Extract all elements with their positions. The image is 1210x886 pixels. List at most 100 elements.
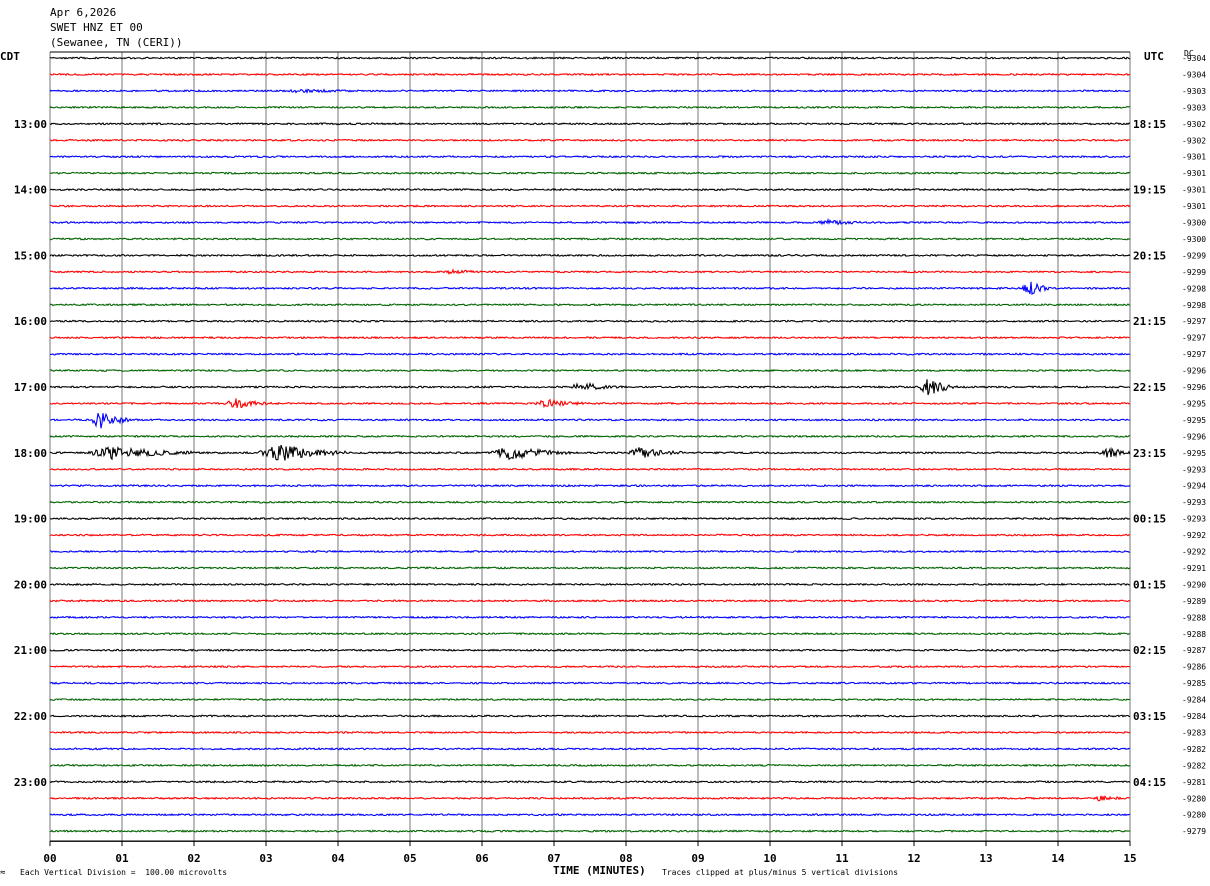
trace-line xyxy=(49,763,1131,768)
trace-line xyxy=(49,599,1130,603)
trace-line xyxy=(49,467,1131,471)
trace-line xyxy=(49,268,1131,275)
trace-line xyxy=(50,368,1131,373)
trace-line xyxy=(49,281,1130,296)
trace-line xyxy=(49,632,1131,636)
right-hour-label: 23:15 xyxy=(1133,447,1166,460)
trace-line xyxy=(49,72,1131,77)
trace-line xyxy=(49,697,1131,702)
right-hour-label: 19:15 xyxy=(1133,184,1166,197)
left-hour-label: 19:00 xyxy=(14,513,47,526)
dc-offset-label: -9295 xyxy=(1182,399,1206,408)
x-tick-label: 10 xyxy=(763,852,776,865)
trace-line xyxy=(49,664,1131,669)
dc-offset-label: -9303 xyxy=(1182,103,1206,112)
trace-line xyxy=(49,88,1130,95)
dc-offset-label: -9279 xyxy=(1182,827,1206,836)
trace-line xyxy=(49,780,1131,784)
right-hour-label: 04:15 xyxy=(1133,776,1166,789)
dc-offset-label: -9285 xyxy=(1182,679,1206,688)
left-timezone-label: CDT xyxy=(0,50,20,63)
dc-offset-label: -9295 xyxy=(1182,449,1206,458)
trace-line xyxy=(49,122,1131,126)
dc-offset-label: -9300 xyxy=(1182,235,1206,244)
dc-offset-label: -9286 xyxy=(1182,663,1206,672)
trace-line xyxy=(49,379,1131,396)
dc-offset-label: -9297 xyxy=(1182,334,1206,343)
dc-offset-label: -9288 xyxy=(1182,613,1206,622)
dc-offset-label: -9296 xyxy=(1182,367,1206,376)
dc-offset-label: -9299 xyxy=(1182,251,1206,260)
x-tick-label: 13 xyxy=(979,852,992,865)
left-hour-label: 17:00 xyxy=(14,381,47,394)
dc-offset-label: -9280 xyxy=(1182,811,1206,820)
dc-offset-label: -9293 xyxy=(1182,498,1206,507)
trace-line xyxy=(49,171,1131,175)
x-tick-label: 14 xyxy=(1051,852,1065,865)
right-hour-label: 18:15 xyxy=(1133,118,1166,131)
dc-offset-label: -9302 xyxy=(1182,136,1206,145)
trace-line xyxy=(49,747,1131,751)
left-hour-label: 15:00 xyxy=(14,249,47,262)
x-tick-label: 01 xyxy=(115,852,129,865)
right-hour-label: 00:15 xyxy=(1133,513,1166,526)
trace-line xyxy=(49,549,1130,554)
x-tick-label: 08 xyxy=(619,852,632,865)
trace-line xyxy=(49,730,1131,735)
left-hour-label: 23:00 xyxy=(14,776,47,789)
dc-offset-label: -9304 xyxy=(1182,54,1206,63)
corner-mark: ≈ xyxy=(0,868,6,878)
right-hour-label: 03:15 xyxy=(1133,710,1166,723)
trace-line xyxy=(49,352,1131,356)
x-tick-label: 12 xyxy=(907,852,920,865)
dc-offset-label: -9297 xyxy=(1182,350,1206,359)
trace-line xyxy=(49,582,1131,587)
left-hour-label: 13:00 xyxy=(14,118,47,131)
dc-offset-label: -9293 xyxy=(1182,515,1206,524)
dc-offset-label: -9287 xyxy=(1182,646,1206,655)
trace-line xyxy=(49,253,1131,258)
trace-line xyxy=(49,483,1131,488)
x-tick-label: 07 xyxy=(547,852,560,865)
dc-offset-label: -9294 xyxy=(1182,482,1206,491)
dc-offset-label: -9280 xyxy=(1182,794,1206,803)
dc-offset-label: -9300 xyxy=(1182,219,1206,228)
left-hour-label: 21:00 xyxy=(14,644,47,657)
dc-offset-label: -9304 xyxy=(1182,70,1206,79)
trace-line xyxy=(49,319,1131,323)
x-tick-label: 03 xyxy=(259,852,272,865)
x-tick-label: 09 xyxy=(691,852,704,865)
dc-offset-label: -9298 xyxy=(1182,284,1206,293)
dc-offset-label: -9302 xyxy=(1182,120,1206,129)
dc-offset-label: -9282 xyxy=(1182,761,1206,770)
dc-offset-label: -9293 xyxy=(1182,465,1206,474)
trace-line xyxy=(49,566,1131,570)
trace-line xyxy=(49,412,1131,429)
left-hour-label: 22:00 xyxy=(14,710,47,723)
x-axis-title: TIME (MINUTES) xyxy=(553,864,646,877)
dc-offset-label: -9303 xyxy=(1182,87,1206,96)
right-hour-label: 02:15 xyxy=(1133,644,1166,657)
x-tick-label: 00 xyxy=(43,852,56,865)
dc-offset-label: -9289 xyxy=(1182,597,1206,606)
trace-line xyxy=(49,795,1131,802)
dc-offset-label: -9282 xyxy=(1182,745,1206,754)
left-hour-label: 16:00 xyxy=(14,315,47,328)
left-hour-label: 14:00 xyxy=(14,184,47,197)
trace-line xyxy=(49,829,1131,833)
trace-line xyxy=(49,335,1131,340)
plot-date: Apr 6,2026 xyxy=(50,6,117,19)
station-location: (Sewanee, TN (CERI)) xyxy=(50,36,183,49)
dc-offset-label: -9301 xyxy=(1182,202,1206,211)
right-timezone-label: UTC xyxy=(1144,50,1164,63)
trace-line xyxy=(49,615,1131,620)
trace-line xyxy=(49,681,1131,685)
dc-offset-label: -9297 xyxy=(1182,317,1206,326)
trace-line xyxy=(50,516,1131,521)
trace-line xyxy=(49,434,1131,439)
left-hour-label: 18:00 xyxy=(14,447,47,460)
trace-line xyxy=(49,533,1131,537)
dc-offset-label: -9291 xyxy=(1182,564,1206,573)
dc-offset-label: -9298 xyxy=(1182,301,1206,310)
trace-line xyxy=(49,154,1131,159)
